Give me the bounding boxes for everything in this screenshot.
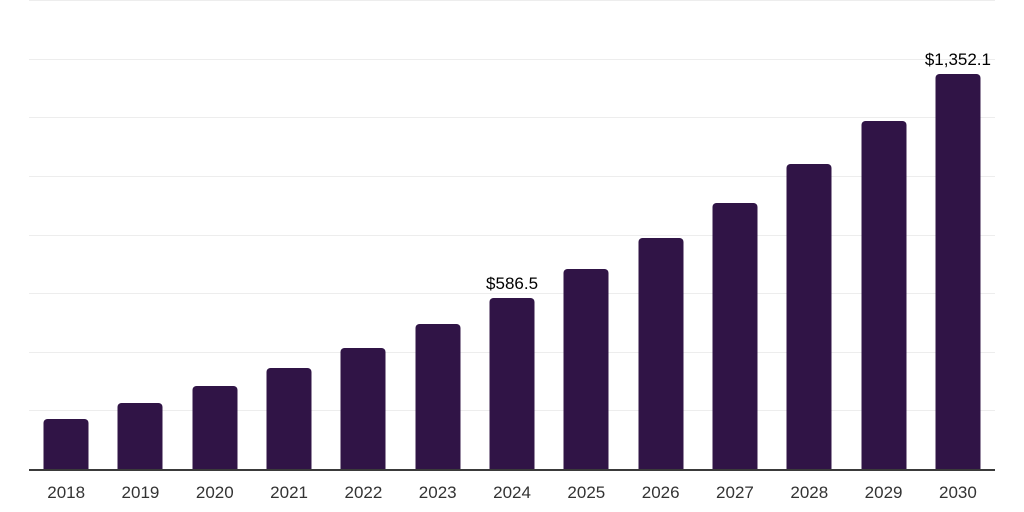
bar-slot-2019 <box>103 1 177 470</box>
bar-slot-2025 <box>549 1 623 470</box>
gridline-800 <box>29 234 995 236</box>
x-tick-label-2020: 2020 <box>195 483 234 502</box>
bar-2022 <box>340 348 386 470</box>
bar-2019 <box>117 402 163 470</box>
x-tick-label-2024: 2024 <box>493 483 531 502</box>
bar-2024 <box>489 298 535 470</box>
x-tick-label-2027: 2027 <box>716 483 754 502</box>
bar-slot-2018 <box>29 1 103 470</box>
bar-slot-2030: $1,352.1 <box>921 1 995 470</box>
bar-2030 <box>935 73 981 470</box>
x-tick-label-2030: 2030 <box>938 483 977 502</box>
x-tick-label-2021: 2021 <box>270 483 308 502</box>
x-tick-label-2018: 2018 <box>47 483 86 502</box>
bar-2020 <box>192 385 238 470</box>
x-tick-label-2022: 2022 <box>344 483 383 502</box>
value-label-2030: $1,352.1 <box>924 49 991 69</box>
x-axis-tick-labels: 2018 2019 2020 2021 2022 2023 2024 2025 2026 2027… <box>29 483 995 503</box>
bars-container: $586.5 $1,352.1 <box>29 1 995 470</box>
bar-slot-2026 <box>624 1 698 470</box>
gridline-1200 <box>29 117 995 119</box>
bar-2028 <box>786 163 832 470</box>
x-tick-label-2019: 2019 <box>121 483 160 502</box>
bar-2025 <box>563 268 609 470</box>
bar-2027 <box>712 202 758 470</box>
bar-slot-2029 <box>846 1 920 470</box>
bar-slot-2021 <box>252 1 326 470</box>
plot-area: $586.5 $1,352.1 <box>29 0 995 471</box>
x-axis-line <box>29 469 995 471</box>
bar-slot-2022 <box>326 1 400 470</box>
x-tick-label-2028: 2028 <box>790 483 829 502</box>
x-tick-label-2025: 2025 <box>567 483 606 502</box>
bar-slot-2027 <box>698 1 772 470</box>
x-tick-label-2026: 2026 <box>641 483 680 502</box>
x-tick-label-2023: 2023 <box>418 483 457 502</box>
gridline-1400 <box>29 58 995 60</box>
gridline-1000 <box>29 175 995 177</box>
bar-2021 <box>266 368 312 470</box>
bar-2023 <box>415 324 461 470</box>
bar-2029 <box>861 120 907 470</box>
value-label-2024: $586.5 <box>486 274 539 294</box>
bar-2018 <box>43 419 89 470</box>
gridline-600 <box>29 293 995 295</box>
bar-slot-2020 <box>178 1 252 470</box>
bar-slot-2023 <box>401 1 475 470</box>
bar-slot-2024: $586.5 <box>475 1 549 470</box>
x-tick-label-2029: 2029 <box>864 483 903 502</box>
bar-slot-2028 <box>772 1 846 470</box>
gridline-1600 <box>29 0 995 1</box>
bar-2026 <box>638 237 684 470</box>
